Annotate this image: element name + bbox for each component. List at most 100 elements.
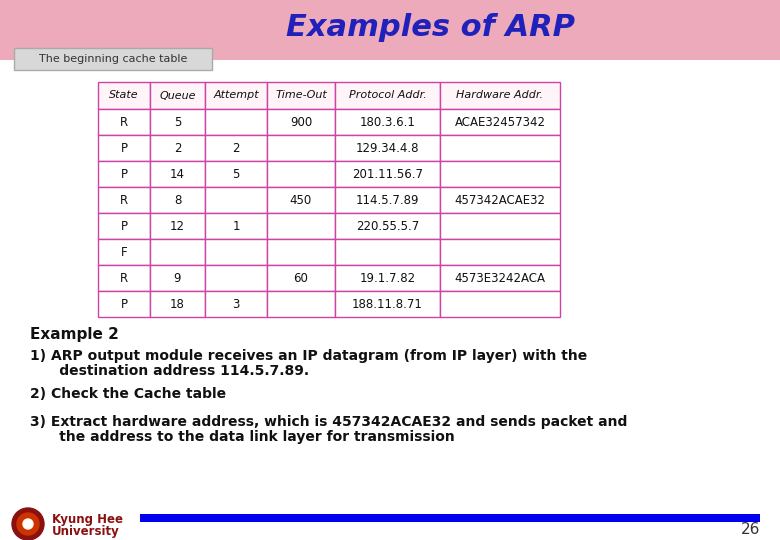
Bar bbox=[335, 82, 440, 109]
Text: 201.11.56.7: 201.11.56.7 bbox=[352, 167, 423, 180]
Circle shape bbox=[17, 513, 39, 535]
Bar bbox=[267, 213, 335, 239]
Bar bbox=[440, 82, 560, 109]
Bar bbox=[335, 213, 440, 239]
Bar bbox=[440, 265, 560, 291]
Bar bbox=[335, 161, 440, 187]
Bar bbox=[335, 135, 440, 161]
Bar bbox=[98, 187, 150, 213]
Text: F: F bbox=[121, 246, 127, 259]
Bar bbox=[335, 291, 440, 317]
Bar bbox=[205, 239, 267, 265]
Bar bbox=[98, 135, 150, 161]
Text: 5: 5 bbox=[174, 116, 181, 129]
Bar bbox=[150, 291, 205, 317]
Bar bbox=[335, 239, 440, 265]
Text: 220.55.5.7: 220.55.5.7 bbox=[356, 219, 419, 233]
Text: State: State bbox=[109, 91, 139, 100]
Text: University: University bbox=[52, 525, 120, 538]
Bar bbox=[267, 291, 335, 317]
Text: P: P bbox=[120, 167, 127, 180]
Bar bbox=[205, 135, 267, 161]
Bar bbox=[98, 109, 150, 135]
Bar bbox=[205, 187, 267, 213]
Text: 129.34.4.8: 129.34.4.8 bbox=[356, 141, 420, 154]
Text: Time-Out: Time-Out bbox=[275, 91, 327, 100]
Text: 9: 9 bbox=[174, 272, 181, 285]
Bar bbox=[205, 291, 267, 317]
Bar bbox=[205, 109, 267, 135]
Bar bbox=[140, 514, 760, 522]
Text: destination address 114.5.7.89.: destination address 114.5.7.89. bbox=[30, 364, 309, 378]
Text: 4573E3242ACA: 4573E3242ACA bbox=[455, 272, 545, 285]
Text: the address to the data link layer for transmission: the address to the data link layer for t… bbox=[30, 430, 455, 444]
Bar bbox=[150, 239, 205, 265]
Bar bbox=[205, 265, 267, 291]
Bar bbox=[150, 82, 205, 109]
Bar bbox=[267, 239, 335, 265]
Text: 12: 12 bbox=[170, 219, 185, 233]
Text: Queue: Queue bbox=[159, 91, 196, 100]
Text: 188.11.8.71: 188.11.8.71 bbox=[352, 298, 423, 310]
Bar bbox=[98, 161, 150, 187]
Bar bbox=[335, 187, 440, 213]
Bar bbox=[335, 109, 440, 135]
Text: P: P bbox=[120, 219, 127, 233]
Text: 19.1.7.82: 19.1.7.82 bbox=[360, 272, 416, 285]
Bar bbox=[14, 48, 212, 70]
Bar bbox=[150, 265, 205, 291]
Bar bbox=[267, 265, 335, 291]
Bar bbox=[335, 265, 440, 291]
Bar bbox=[267, 82, 335, 109]
Bar bbox=[98, 213, 150, 239]
Bar bbox=[440, 187, 560, 213]
Text: R: R bbox=[120, 272, 128, 285]
Text: 26: 26 bbox=[741, 523, 760, 537]
Text: P: P bbox=[120, 141, 127, 154]
Bar bbox=[98, 265, 150, 291]
Text: 3) Extract hardware address, which is 457342ACAE32 and sends packet and: 3) Extract hardware address, which is 45… bbox=[30, 415, 627, 429]
Bar bbox=[150, 135, 205, 161]
Text: 2) Check the Cache table: 2) Check the Cache table bbox=[30, 387, 226, 401]
Text: 3: 3 bbox=[232, 298, 239, 310]
Circle shape bbox=[12, 508, 44, 540]
Text: Examples of ARP: Examples of ARP bbox=[285, 14, 575, 43]
Bar bbox=[440, 239, 560, 265]
Text: Example 2: Example 2 bbox=[30, 327, 119, 342]
Bar bbox=[267, 135, 335, 161]
Text: 18: 18 bbox=[170, 298, 185, 310]
Bar bbox=[440, 109, 560, 135]
Text: ACAE32457342: ACAE32457342 bbox=[455, 116, 545, 129]
Bar bbox=[150, 187, 205, 213]
Text: 14: 14 bbox=[170, 167, 185, 180]
Bar bbox=[98, 291, 150, 317]
Text: 900: 900 bbox=[290, 116, 312, 129]
Text: P: P bbox=[120, 298, 127, 310]
Circle shape bbox=[23, 519, 33, 529]
Text: 180.3.6.1: 180.3.6.1 bbox=[360, 116, 416, 129]
Text: 5: 5 bbox=[232, 167, 239, 180]
Bar bbox=[150, 161, 205, 187]
Bar bbox=[98, 239, 150, 265]
Bar bbox=[440, 135, 560, 161]
Text: Attempt: Attempt bbox=[213, 91, 259, 100]
Text: 1) ARP output module receives an IP datagram (from IP layer) with the: 1) ARP output module receives an IP data… bbox=[30, 349, 587, 363]
Text: Protocol Addr.: Protocol Addr. bbox=[349, 91, 427, 100]
Bar bbox=[205, 82, 267, 109]
Bar bbox=[205, 213, 267, 239]
Text: 450: 450 bbox=[290, 193, 312, 206]
Text: Hardware Addr.: Hardware Addr. bbox=[456, 91, 544, 100]
Bar bbox=[150, 109, 205, 135]
Bar bbox=[98, 82, 150, 109]
Text: The beginning cache table: The beginning cache table bbox=[39, 54, 187, 64]
Bar bbox=[0, 0, 780, 60]
Bar bbox=[205, 161, 267, 187]
Text: 114.5.7.89: 114.5.7.89 bbox=[356, 193, 420, 206]
Text: 8: 8 bbox=[174, 193, 181, 206]
Text: 457342ACAE32: 457342ACAE32 bbox=[455, 193, 545, 206]
Bar bbox=[440, 213, 560, 239]
Text: 60: 60 bbox=[293, 272, 308, 285]
Text: R: R bbox=[120, 116, 128, 129]
Text: 2: 2 bbox=[174, 141, 181, 154]
Bar bbox=[440, 291, 560, 317]
